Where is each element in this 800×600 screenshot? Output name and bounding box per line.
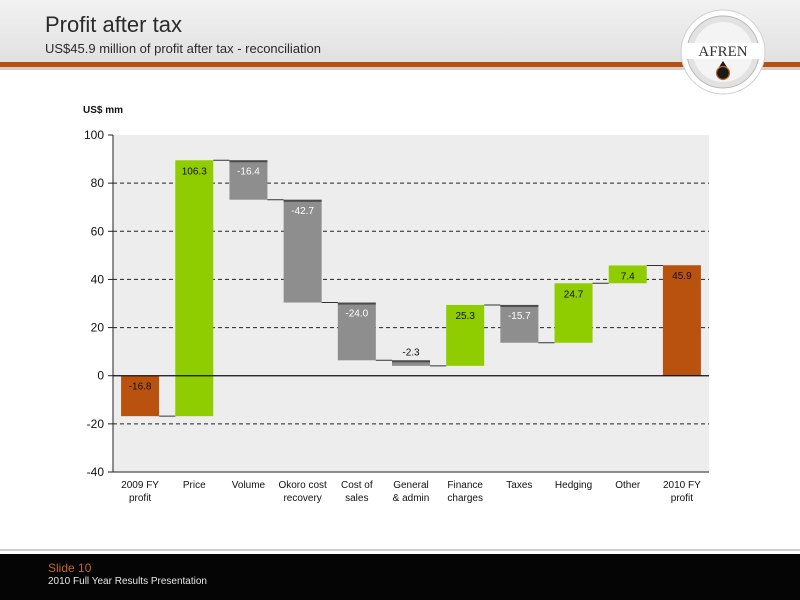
x-tick-line: profit (129, 493, 151, 504)
afren-logo: AFREN (680, 9, 766, 95)
waterfall-bar (229, 160, 268, 200)
footer-divider (0, 549, 800, 551)
data-label: 25.3 (455, 311, 475, 322)
page-title: Profit after tax (45, 12, 182, 37)
waterfall-bar (446, 304, 485, 366)
data-labels: -16.8 106.3 -16.4 -42.7 -24.0 -2.3 25.3 -15.7 24… (129, 166, 692, 392)
y-tick-label: 20 (91, 321, 105, 335)
x-tick-label: General & admin (393, 480, 430, 504)
data-label: -16.4 (237, 166, 260, 177)
page-subtitle: US$45.9 million of profit after tax - re… (45, 41, 322, 56)
x-tick-line: Cost of (341, 480, 373, 491)
data-label: -15.7 (508, 311, 531, 322)
x-tick-line: Other (615, 480, 641, 491)
y-tick-label: 0 (97, 369, 104, 383)
oil-drop-icon (717, 61, 729, 79)
y-axis-label: US$ mm (83, 105, 123, 116)
slide-footer: Slide 10 2010 Full Year Results Presenta… (0, 554, 800, 600)
logo-wordmark: AFREN (698, 44, 747, 60)
x-tick-line: Price (183, 480, 206, 491)
x-tick-label: Other (615, 480, 641, 491)
x-tick-line: recovery (283, 493, 321, 504)
y-tick-label: 60 (91, 224, 105, 238)
data-label: 106.3 (182, 166, 207, 177)
data-label: 24.7 (564, 289, 584, 300)
logo-band (685, 43, 761, 59)
x-tick-line: sales (345, 493, 368, 504)
y-tick-label: -40 (87, 465, 105, 479)
bar-top-edge (500, 304, 539, 307)
header-divider (0, 67, 800, 70)
x-tick-label: Finance charges (447, 480, 483, 504)
data-label: -24.0 (345, 309, 368, 320)
bars (121, 160, 701, 417)
x-tick-label: 2009 FY profit (121, 480, 159, 504)
data-label: -16.8 (129, 382, 152, 393)
waterfall-bar (392, 360, 430, 366)
x-tick-line: Volume (232, 480, 266, 491)
x-tick-line: 2010 FY (663, 480, 701, 491)
slide-header: Profit after tax US$45.9 million of prof… (0, 0, 800, 62)
header-accent-rule (0, 62, 800, 67)
x-tick-label: Okoro cost recovery (278, 480, 327, 504)
x-tick-label: Price (183, 480, 206, 491)
x-tick-line: Okoro cost (278, 480, 327, 491)
category-labels: 2009 FY profit Price Volume Okoro cost recove… (121, 480, 701, 504)
connectors (159, 159, 663, 417)
x-tick-label: Volume (232, 480, 266, 491)
x-tick-line: 2009 FY (121, 480, 159, 491)
x-tick-label: Hedging (555, 480, 592, 491)
waterfall-bar (337, 302, 376, 361)
data-label: -2.3 (402, 347, 420, 358)
x-tick-line: Finance (447, 480, 483, 491)
x-tick-label: Taxes (506, 480, 532, 491)
bar-top-edge (229, 160, 268, 163)
x-tick-line: Taxes (506, 480, 532, 491)
x-tick-line: General (393, 480, 429, 491)
y-tick-label: 100 (84, 128, 104, 142)
x-tick-line: profit (671, 493, 693, 504)
waterfall-bar (608, 265, 647, 284)
waterfall-bar (554, 283, 593, 343)
x-tick-line: Hedging (555, 480, 592, 491)
waterfall-bar (283, 199, 322, 303)
slide-number: Slide 10 (48, 561, 92, 575)
bar-top-edge (337, 302, 376, 305)
bar-top-edge (283, 199, 322, 202)
presentation-title: 2010 Full Year Results Presentation (48, 576, 207, 587)
x-tick-line: charges (447, 493, 483, 504)
waterfall-bar (121, 375, 160, 417)
x-tick-label: 2010 FY profit (663, 480, 701, 504)
bar-top-edge (392, 360, 430, 363)
y-tick-label: 40 (91, 272, 105, 286)
data-label: 45.9 (672, 271, 692, 282)
waterfall-bar (175, 160, 214, 417)
data-label: -42.7 (291, 206, 314, 217)
y-tick-label: -20 (87, 417, 105, 431)
x-tick-label: Cost of sales (341, 480, 373, 504)
axes: 100 80 60 40 20 0 -20 -40 (84, 128, 709, 479)
waterfall-bar (662, 265, 701, 376)
y-tick-label: 80 (91, 176, 105, 190)
data-label: 7.4 (621, 271, 635, 282)
x-tick-line: & admin (393, 493, 430, 504)
waterfall-bar (500, 304, 539, 343)
